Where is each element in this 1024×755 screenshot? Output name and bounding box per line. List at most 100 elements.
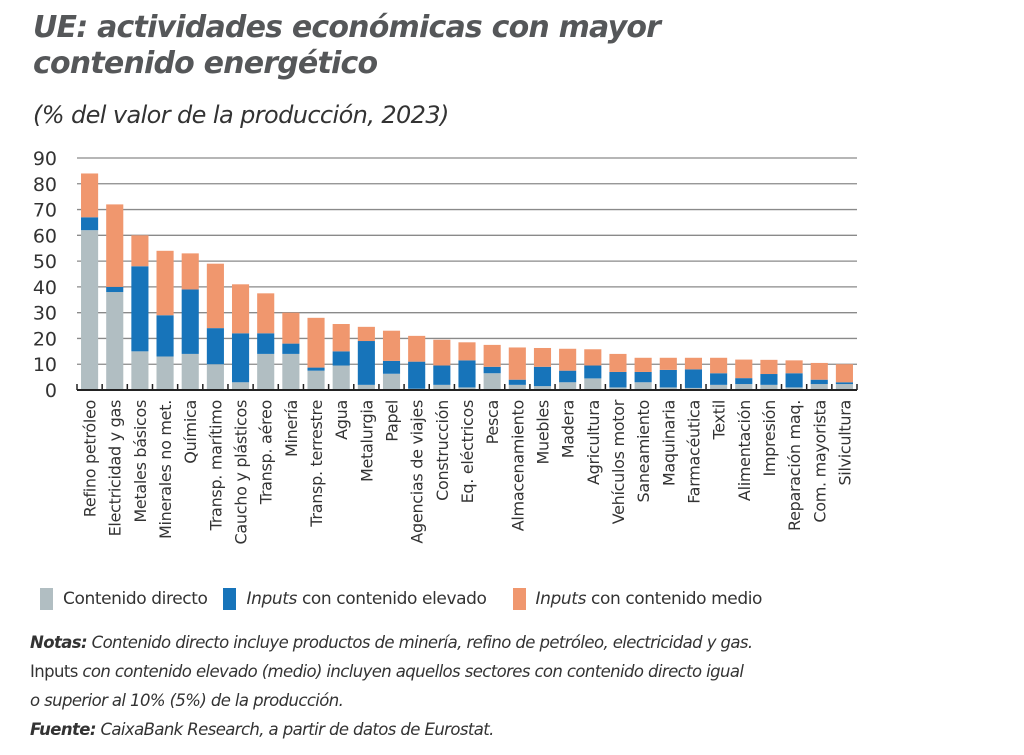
legend-label-high-italic: Inputs [246,589,297,609]
y-tick-label: 90 [33,148,57,170]
bar-stack [684,357,703,390]
bar-segment-high [835,382,853,385]
bars [81,173,853,390]
bar-segment-medium [81,173,99,218]
bar-stack [810,362,828,390]
x-tick-label: Papel [383,400,402,442]
bar-segment-medium [508,347,526,380]
bar-segment-direct [257,353,275,390]
title-line-2: contenido energético [33,46,378,81]
bar-segment-medium [131,235,149,267]
bar-segment-direct [735,384,753,390]
notes-inputs-word: Inputs [30,662,78,681]
bar-stack [584,349,602,390]
bar-segment-medium [307,317,325,368]
bar-segment-direct [533,386,552,390]
bar-stack [131,235,149,390]
bar-stack [257,293,275,390]
x-tick-label: Caucho y plásticos [232,400,251,544]
bar-segment-high [810,379,828,385]
x-tick-label: Maquinaria [659,400,678,486]
bar-segment-high [106,286,124,293]
bar-segment-direct [584,378,602,390]
y-tick-label: 0 [45,380,57,402]
legend-swatch-high [223,588,237,610]
legend-label-medium: con contenido medio [586,589,763,609]
bar-segment-direct [710,384,728,390]
bar-segment-high [282,343,300,354]
legend-item-medium: Inputs con contenido medio [512,588,763,610]
notes-text-1: Contenido directo incluye productos de m… [87,633,753,652]
x-tick-label: Impresión [760,400,779,477]
x-tick-label: Textil [710,400,729,440]
bar-stack [559,348,577,390]
bar-stack [206,263,224,390]
x-tick-label: Pesca [483,400,502,444]
bar-stack [735,359,753,390]
bar-segment-medium [257,293,275,334]
y-tick-label: 80 [33,174,57,196]
bar-segment-direct [785,387,803,390]
bar-segment-high [382,360,401,374]
bar-segment-direct [559,382,577,390]
x-axis-labels: Refino petróleo Electricidad y gas Metales… [81,399,855,544]
y-tick-label: 70 [33,200,57,222]
bar-segment-high [156,315,174,357]
x-axis [76,384,858,391]
bar-segment-direct [835,384,853,390]
bar-segment-medium [785,360,803,374]
bar-segment-high [257,333,275,354]
bar-stack [659,357,677,390]
bar-segment-direct [684,387,703,390]
bar-stack [231,284,250,390]
bar-stack [282,312,300,390]
bar-segment-direct [634,382,652,390]
bar-segment-medium [282,312,300,344]
bar-segment-high [634,371,652,383]
bar-segment-high [307,367,325,371]
bar-segment-direct [382,373,401,390]
bar-segment-medium [483,344,501,367]
bar-segment-high [458,360,476,388]
x-tick-label: Reparación maq. [785,400,804,531]
bar-segment-medium [735,359,753,379]
x-tick-label: Agricultura [584,400,603,485]
bar-stack [433,339,451,390]
x-tick-label: Agua [332,400,351,440]
x-tick-label: Farmacéutica [684,400,703,504]
bar-segment-medium [156,250,174,316]
bar-segment-direct [206,364,224,390]
bar-segment-high [584,365,602,379]
bar-segment-direct [357,384,375,390]
y-tick-label: 40 [33,277,57,299]
bar-segment-medium [206,263,224,329]
bar-stack [106,204,124,390]
bar-segment-high [357,341,375,385]
bar-segment-high [231,333,250,383]
bar-segment-medium [433,339,451,366]
x-tick-label: Química [181,400,200,464]
bar-segment-medium [760,359,778,375]
bar-segment-medium [382,330,401,361]
bar-segment-medium [533,347,552,367]
bar-segment-direct [458,387,476,390]
bar-stack [533,347,552,390]
bar-segment-direct [810,384,828,390]
bar-segment-direct [131,351,149,390]
bar-stack [357,326,375,390]
bar-segment-medium [357,326,375,342]
notes-label: Notas: [30,633,88,652]
x-tick-label: Agencias de viajes [408,400,427,544]
bar-segment-high [181,289,199,354]
bar-stack [156,250,174,390]
x-tick-label: Silvicultura [835,400,854,486]
y-tick-label: 50 [33,251,57,273]
y-tick-label: 20 [33,328,57,350]
bar-segment-medium [634,357,652,372]
bar-segment-direct [81,230,99,390]
notes-line-3: o superior al 10% (5%) de la producción. [30,691,344,710]
bar-stack [785,360,803,390]
bar-stack [483,344,501,390]
bar-stack [609,353,627,390]
bar-segment-high [131,266,149,352]
